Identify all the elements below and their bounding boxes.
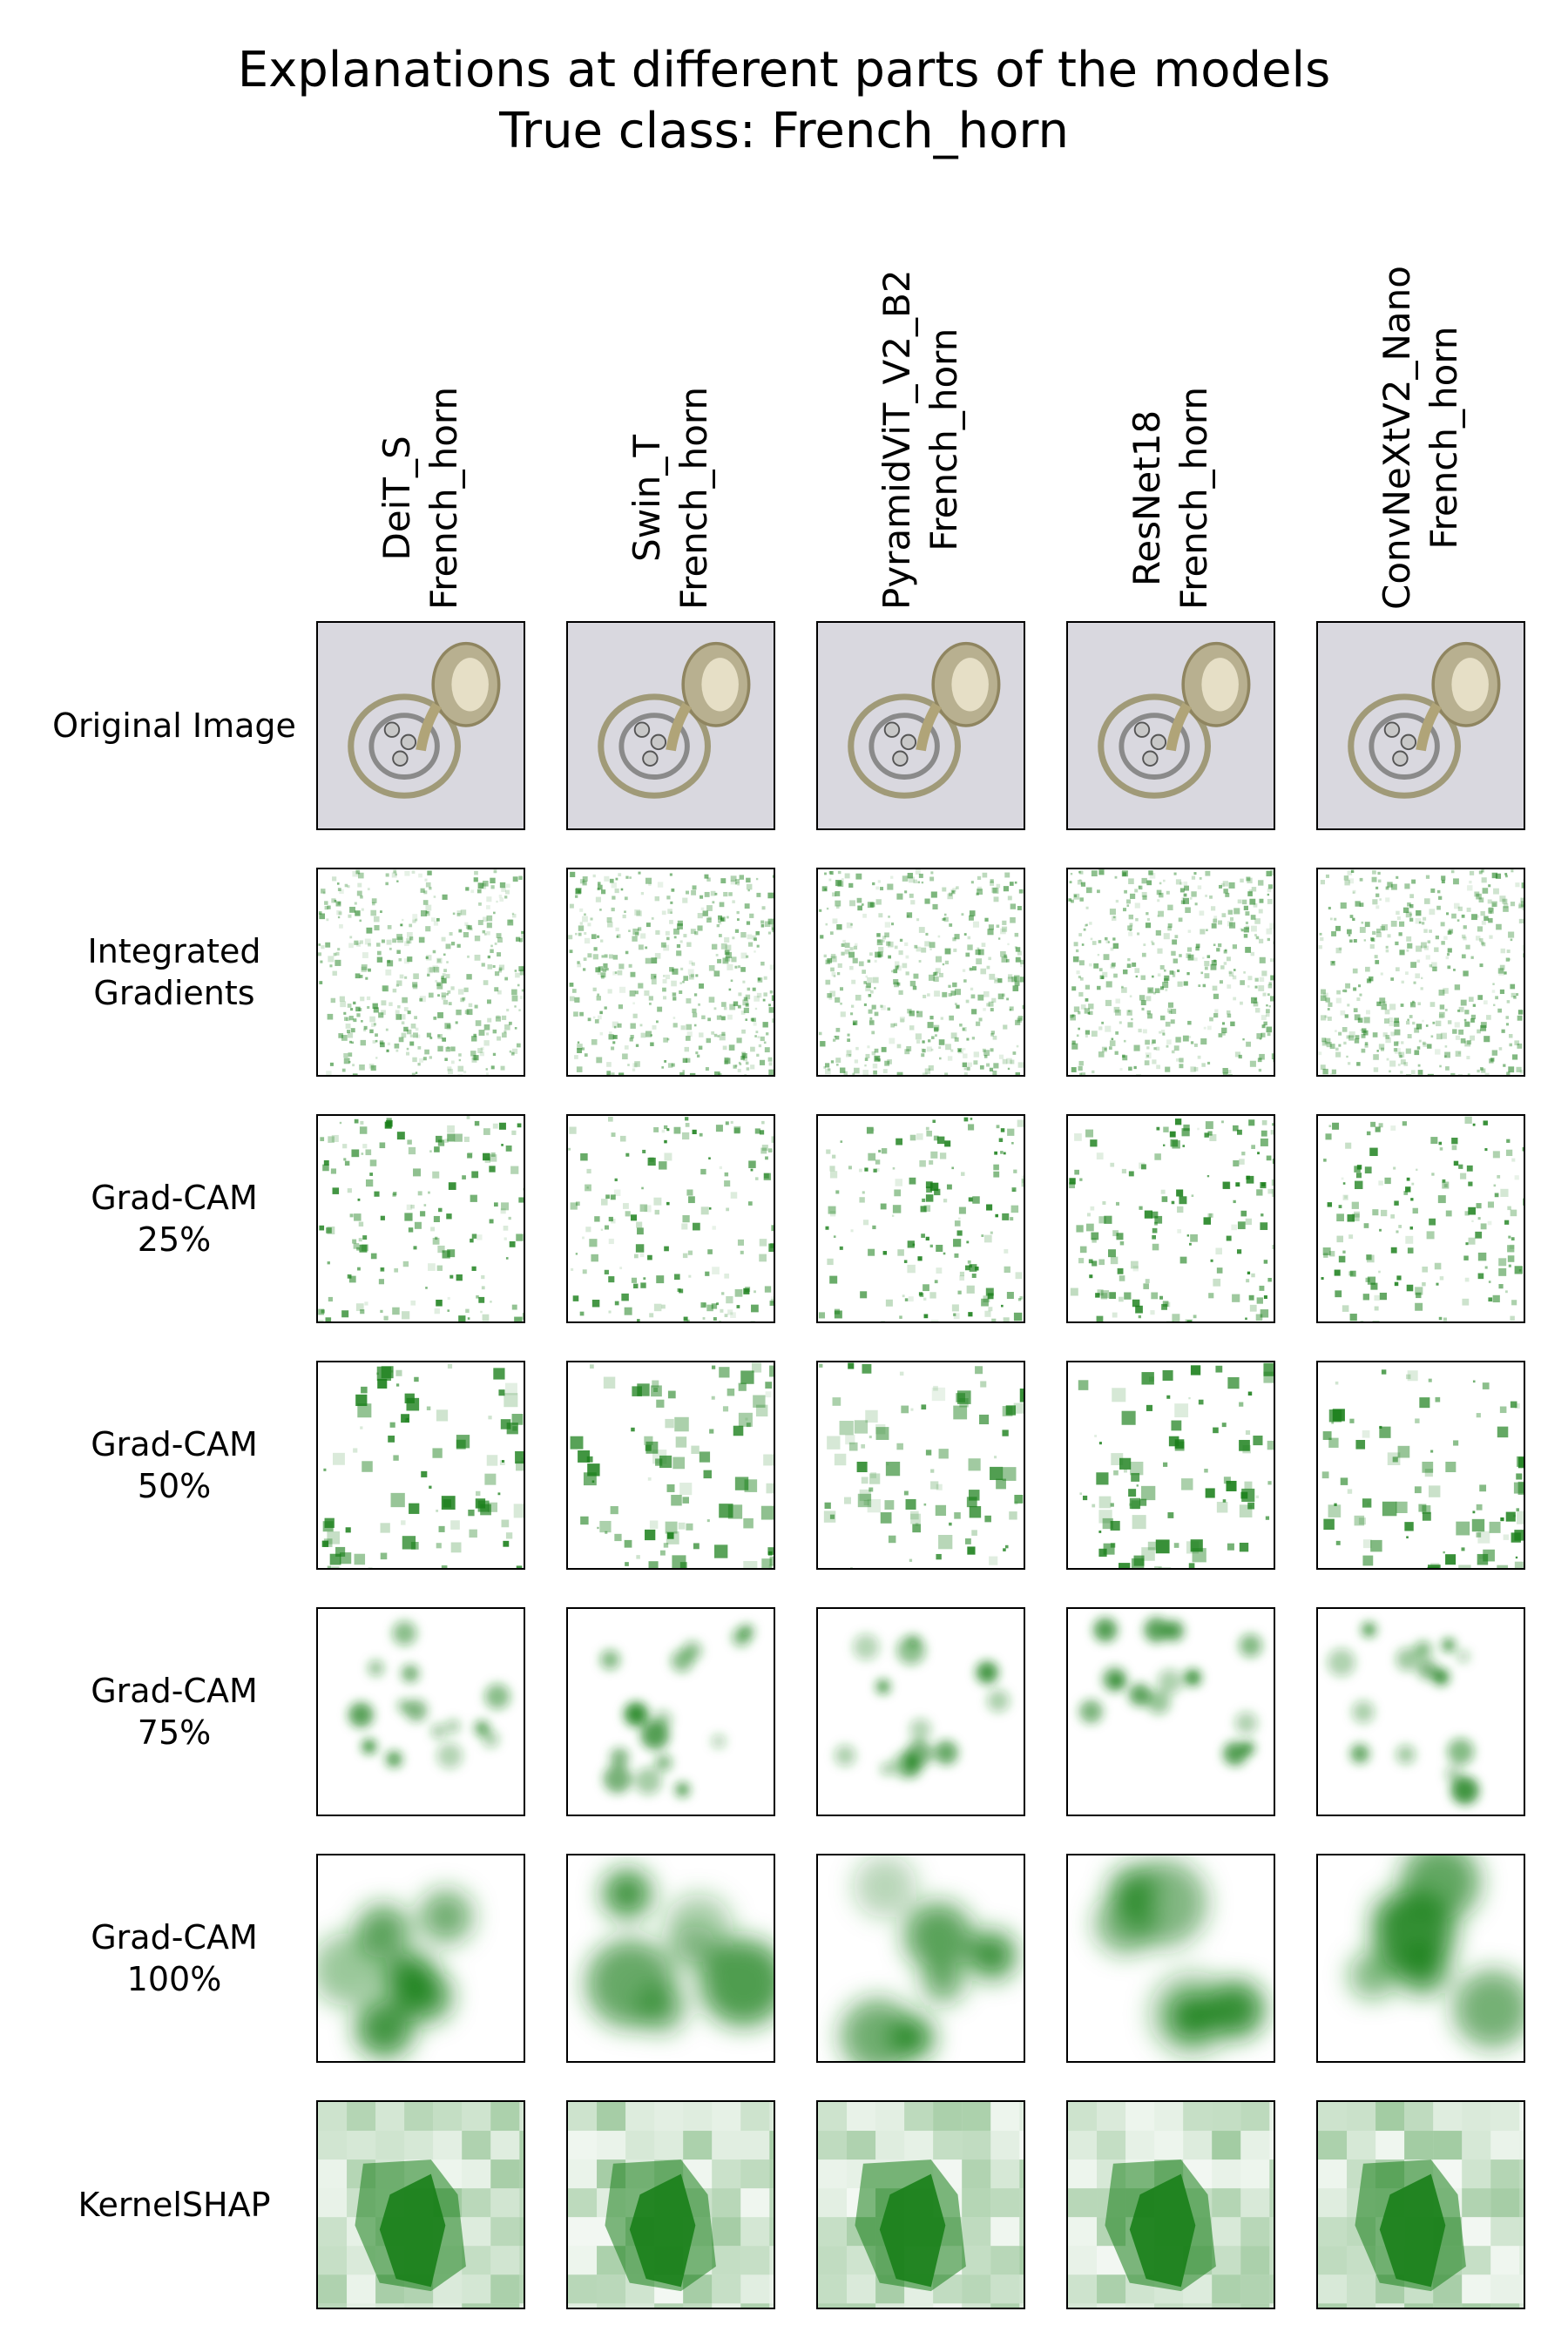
grad-cam-100-panel: [816, 1854, 1025, 2063]
kernelshap-panel: [316, 2100, 525, 2309]
column-prediction: French_horn: [422, 386, 465, 610]
grad-cam-75-panel: [1066, 1607, 1275, 1816]
row-label-line-1: Grad-CAM: [91, 1672, 258, 1710]
grad-cam-25-panel: [316, 1114, 525, 1323]
original-image-panel: [566, 621, 775, 830]
kernelshap-panel: [1066, 2100, 1275, 2309]
grad-cam-25-panel: [816, 1114, 1025, 1323]
grad-cam-100-panel: [1316, 1854, 1525, 2063]
integrated-gradients-panel: [1066, 868, 1275, 1077]
row-label-line-1: Integrated: [87, 932, 261, 970]
column-prediction: French_horn: [1423, 326, 1465, 550]
row-label-line-1: KernelSHAP: [78, 2186, 271, 2224]
column-model-name: DeiT_S: [375, 436, 418, 561]
figure-title: Explanations at different parts of the m…: [237, 42, 1331, 98]
row-label-2: Grad-CAM 25%: [35, 1177, 314, 1260]
grad-cam-50-panel: [816, 1361, 1025, 1570]
row-label-line-1: Original Image: [52, 706, 296, 745]
grad-cam-100-panel: [566, 1854, 775, 2063]
grad-cam-50-panel: [316, 1361, 525, 1570]
grad-cam-100-panel: [1066, 1854, 1275, 2063]
kernelshap-panel: [566, 2100, 775, 2309]
grad-cam-25-panel: [1316, 1114, 1525, 1323]
column-prediction: French_horn: [672, 386, 715, 610]
grad-cam-75-panel: [316, 1607, 525, 1816]
row-label-line-1: Grad-CAM: [91, 1918, 258, 1957]
grad-cam-100-panel: [316, 1854, 525, 2063]
grad-cam-75-panel: [1316, 1607, 1525, 1816]
row-label-0: Original Image: [35, 705, 314, 747]
row-label-5: Grad-CAM 100%: [35, 1916, 314, 2000]
column-model-name: PyramidViT_V2_B2: [875, 269, 918, 610]
row-label-line-1: Grad-CAM: [91, 1425, 258, 1463]
grad-cam-50-panel: [566, 1361, 775, 1570]
figure-subtitle: True class: French_horn: [499, 103, 1069, 159]
grad-cam-75-panel: [566, 1607, 775, 1816]
row-label-1: Integrated Gradients: [35, 930, 314, 1014]
original-image-panel: [1066, 621, 1275, 830]
original-image-panel: [1316, 621, 1525, 830]
integrated-gradients-panel: [816, 868, 1025, 1077]
row-label-line-2: 25%: [137, 1220, 212, 1259]
grad-cam-50-panel: [1066, 1361, 1275, 1570]
column-model-name: Swin_T: [625, 434, 668, 562]
row-label-4: Grad-CAM 75%: [35, 1670, 314, 1754]
grad-cam-25-panel: [566, 1114, 775, 1323]
kernelshap-panel: [816, 2100, 1025, 2309]
grad-cam-25-panel: [1066, 1114, 1275, 1323]
original-image-panel: [316, 621, 525, 830]
kernelshap-panel: [1316, 2100, 1525, 2309]
column-model-name: ResNet18: [1125, 409, 1168, 587]
integrated-gradients-panel: [1316, 868, 1525, 1077]
column-prediction: French_horn: [923, 328, 965, 551]
integrated-gradients-panel: [566, 868, 775, 1077]
row-label-line-2: 50%: [137, 1467, 212, 1505]
row-label-6: KernelSHAP: [35, 2184, 314, 2226]
row-label-line-1: Grad-CAM: [91, 1179, 258, 1217]
grad-cam-50-panel: [1316, 1361, 1525, 1570]
grad-cam-75-panel: [816, 1607, 1025, 1816]
column-prediction: French_horn: [1173, 386, 1215, 610]
row-label-line-2: 75%: [137, 1713, 212, 1752]
integrated-gradients-panel: [316, 868, 525, 1077]
column-model-name: ConvNeXtV2_Nano: [1375, 266, 1418, 610]
row-label-3: Grad-CAM 50%: [35, 1423, 314, 1507]
row-label-line-2: 100%: [126, 1960, 222, 1998]
original-image-panel: [816, 621, 1025, 830]
row-label-line-2: Gradients: [93, 974, 255, 1012]
